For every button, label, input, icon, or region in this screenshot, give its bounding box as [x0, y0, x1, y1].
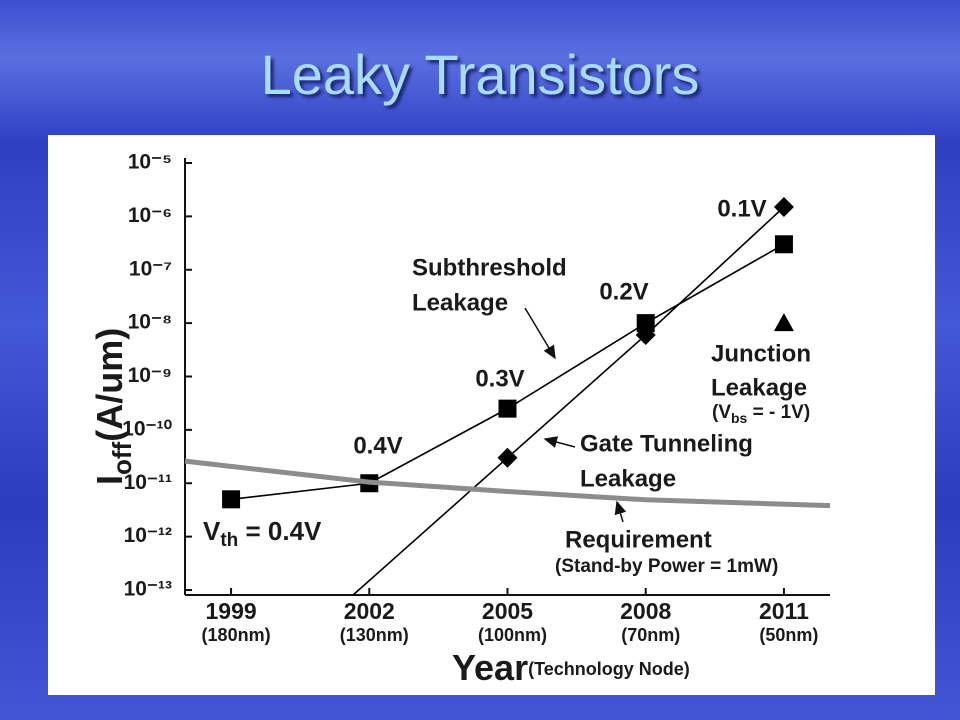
slide-title: Leaky Transistors	[260, 43, 700, 106]
square-marker	[774, 235, 793, 254]
chart-panel	[48, 135, 935, 695]
y-tick-label: 10⁻¹⁰	[122, 417, 172, 440]
node-label: (70nm)	[621, 625, 680, 645]
y-tick-label: 10⁻⁶	[128, 204, 172, 227]
x-tick-label: 2002	[344, 598, 395, 624]
y-tick-label: 10⁻⁹	[128, 364, 172, 387]
square-marker	[498, 399, 517, 418]
annotation: (Stand-by Power = 1mW)	[555, 556, 778, 577]
x-tick-label: 2008	[620, 598, 671, 624]
x-axis-title: Year	[452, 647, 528, 688]
vth-label: 0.4V	[353, 432, 402, 459]
x-tick-label: 2011	[759, 598, 809, 624]
vth-rest: = 0.4V	[238, 516, 322, 546]
triangle-marker	[773, 313, 794, 332]
vth-label: 0.2V	[599, 278, 648, 305]
y-axis-sub: off	[107, 441, 137, 475]
vth-label: 0.3V	[475, 365, 524, 392]
vth-label: Vth = 0.4V	[203, 516, 322, 551]
arrow	[524, 307, 556, 360]
y-axis-main: I	[89, 475, 130, 485]
y-tick-label: 10⁻⁷	[129, 257, 172, 280]
node-label: (180nm)	[202, 625, 271, 645]
arrow	[614, 500, 627, 523]
node-label: (50nm)	[759, 625, 818, 645]
square-marker	[222, 490, 241, 509]
x-tick-label: 1999	[205, 598, 256, 624]
vth-main: V	[203, 516, 221, 546]
trend-extension	[352, 457, 509, 596]
arrow	[543, 436, 576, 448]
series-line	[184, 458, 831, 509]
y-tick-label: 10⁻¹¹	[124, 471, 172, 494]
bias-sub: bs	[731, 410, 748, 426]
vth-label: 0.1V	[717, 195, 766, 222]
annotation: Requirement	[565, 526, 712, 553]
vth-sub: th	[220, 530, 238, 551]
y-tick-label: 10⁻¹²	[124, 524, 172, 547]
y-tick-label: 10⁻¹³	[124, 578, 172, 601]
annotation: Leakage	[412, 289, 508, 316]
node-label: (100nm)	[478, 625, 547, 645]
diamond-marker	[773, 196, 794, 217]
diamond-marker	[497, 447, 518, 468]
x-tick-label: 2005	[482, 598, 533, 624]
y-axis-rest: (A/um)	[89, 328, 130, 442]
square-marker	[636, 314, 655, 333]
annotation: Leakage	[711, 374, 807, 401]
annotation: (Vbs = - 1V)	[712, 402, 810, 426]
y-tick-label: 10⁻⁸	[128, 311, 172, 334]
annotation: Subthreshold	[412, 254, 567, 281]
x-axis-note: (Technology Node)	[528, 659, 690, 679]
annotation: Junction	[711, 340, 811, 367]
y-axis-label: Ioff(A/um)	[89, 328, 137, 485]
y-tick-label: 10⁻⁵	[128, 151, 172, 174]
bias-main: (V	[712, 402, 731, 423]
x-axis-label: Year(Technology Node)	[452, 647, 690, 688]
diamond-marker	[635, 324, 656, 345]
annotation: Gate Tunneling	[580, 430, 753, 457]
node-label: (130nm)	[340, 625, 409, 645]
bias-rest: = - 1V)	[747, 402, 810, 423]
annotation: Leakage	[580, 465, 676, 492]
